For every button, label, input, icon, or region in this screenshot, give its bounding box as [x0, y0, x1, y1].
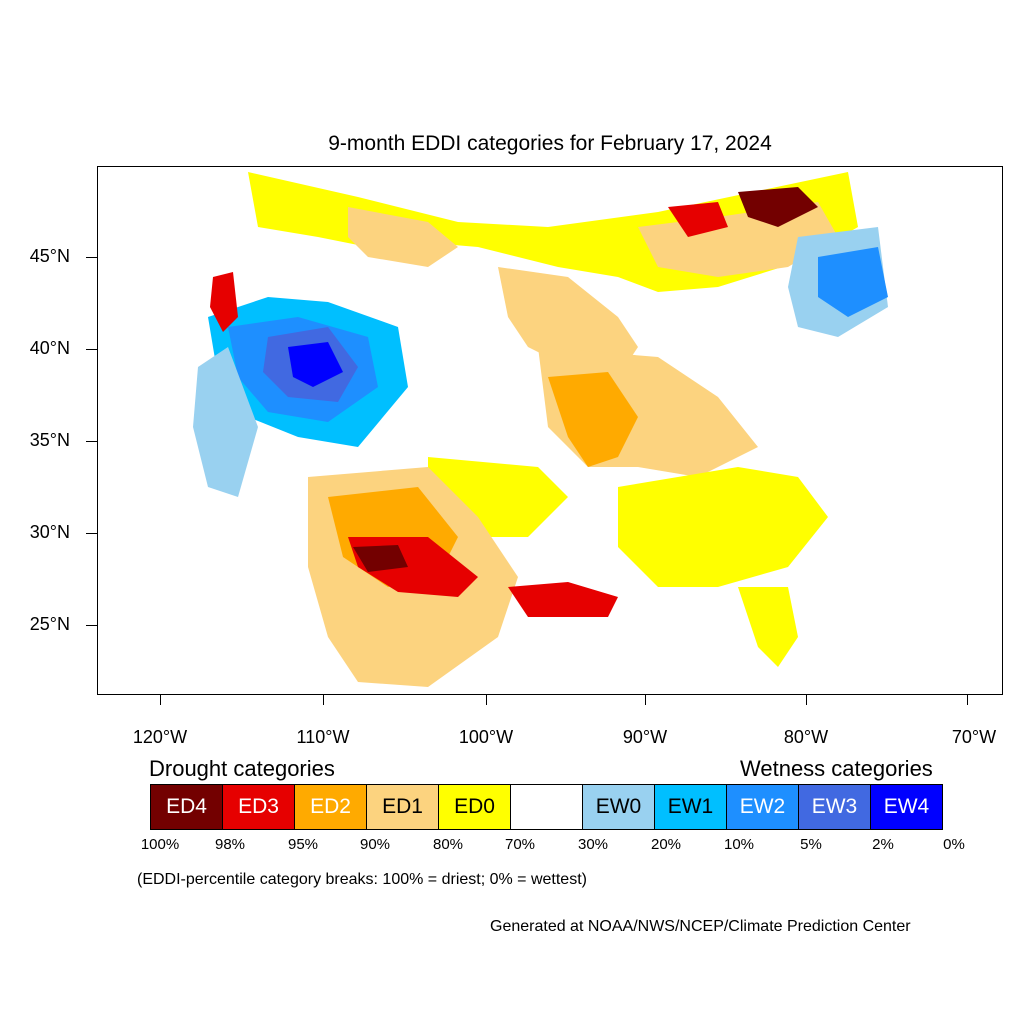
- legend-box-ed4: ED4: [150, 784, 223, 830]
- legend-label: EW3: [811, 795, 858, 818]
- region-sw-ed4: [353, 545, 408, 572]
- lat-tick: [86, 441, 97, 442]
- percentile-label: 80%: [432, 836, 464, 853]
- wetness-categories-title: Wetness categories: [740, 756, 933, 781]
- percentile-label: 10%: [723, 836, 755, 853]
- lon-label: 70°W: [951, 727, 997, 747]
- legend-label: ED2: [310, 795, 351, 818]
- percentile-label: 98%: [214, 836, 246, 853]
- lon-tick: [486, 695, 487, 705]
- region-north-ed1: [498, 267, 638, 377]
- region-west-ew0: [193, 347, 258, 497]
- legend-label: ED1: [382, 795, 423, 818]
- lon-tick: [645, 695, 646, 705]
- lat-label: 25°N: [29, 614, 70, 634]
- percentile-label: 90%: [359, 836, 391, 853]
- region-lakes-ed3: [668, 202, 728, 237]
- legend-label: EW2: [739, 795, 786, 818]
- lon-label: 120°W: [132, 727, 188, 747]
- percentile-label: 20%: [650, 836, 682, 853]
- legend-box-ew0: EW0: [582, 784, 655, 830]
- region-pnw-ed3: [210, 272, 238, 332]
- lon-tick: [967, 695, 968, 705]
- legend-box-ed2: ED2: [294, 784, 367, 830]
- lat-label: 30°N: [29, 522, 70, 542]
- percentile-label: 30%: [577, 836, 609, 853]
- legend-color-bar: ED4 ED3 ED2 ED1 ED0 EW0 EW1 EW2 EW3 EW4: [150, 784, 943, 830]
- percentile-label: 0%: [943, 836, 965, 853]
- lat-tick: [86, 533, 97, 534]
- legend-box-ew4: EW4: [870, 784, 943, 830]
- percentile-label: 100%: [140, 836, 180, 853]
- legend-label: ED4: [166, 795, 207, 818]
- legend-box-ed3: ED3: [222, 784, 295, 830]
- lat-label: 35°N: [29, 430, 70, 450]
- percentile-label: 5%: [800, 836, 822, 853]
- credit-line: Generated at NOAA/NWS/NCEP/Climate Predi…: [490, 918, 911, 935]
- legend-box-ew2: EW2: [726, 784, 799, 830]
- legend-box-ew1: EW1: [654, 784, 727, 830]
- lon-label: 100°W: [458, 727, 514, 747]
- percentile-label: 95%: [287, 836, 319, 853]
- lat-label: 45°N: [29, 246, 70, 266]
- map-panel: [97, 166, 1003, 695]
- legend-box-normal: [510, 784, 583, 830]
- legend-box-ew3: EW3: [798, 784, 871, 830]
- category-breaks-note: (EDDI-percentile category breaks: 100% =…: [137, 871, 587, 888]
- region-se-ed0: [618, 467, 828, 587]
- lat-tick: [86, 349, 97, 350]
- lon-label: 90°W: [622, 727, 668, 747]
- legend-label: ED3: [238, 795, 279, 818]
- lat-tick: [86, 625, 97, 626]
- region-tx-ed3: [508, 582, 618, 617]
- lon-tick: [323, 695, 324, 705]
- lon-tick: [806, 695, 807, 705]
- lat-tick: [86, 257, 97, 258]
- legend-label: EW4: [883, 795, 930, 818]
- legend-box-ed1: ED1: [366, 784, 439, 830]
- region-fl-ed0: [738, 587, 798, 667]
- region-nw-ed1: [348, 207, 458, 267]
- drought-categories-title: Drought categories: [149, 756, 335, 781]
- region-midwest-ed2: [548, 372, 638, 467]
- lon-label: 80°W: [783, 727, 829, 747]
- lon-tick: [160, 695, 161, 705]
- percentile-label: 2%: [872, 836, 894, 853]
- legend-box-ed0: ED0: [438, 784, 511, 830]
- percentile-label: 70%: [504, 836, 536, 853]
- region-ne-ew2: [818, 247, 888, 317]
- legend-label: EW1: [667, 795, 714, 818]
- eddi-map: [193, 172, 888, 687]
- legend-label: EW0: [595, 795, 642, 818]
- region-west-ew4: [288, 342, 343, 387]
- map-title: 9-month EDDI categories for February 17,…: [328, 132, 772, 155]
- legend-label: ED0: [454, 795, 495, 818]
- lat-label: 40°N: [29, 338, 70, 358]
- lon-label: 110°W: [296, 727, 350, 747]
- region-lakes-ed4: [738, 187, 818, 227]
